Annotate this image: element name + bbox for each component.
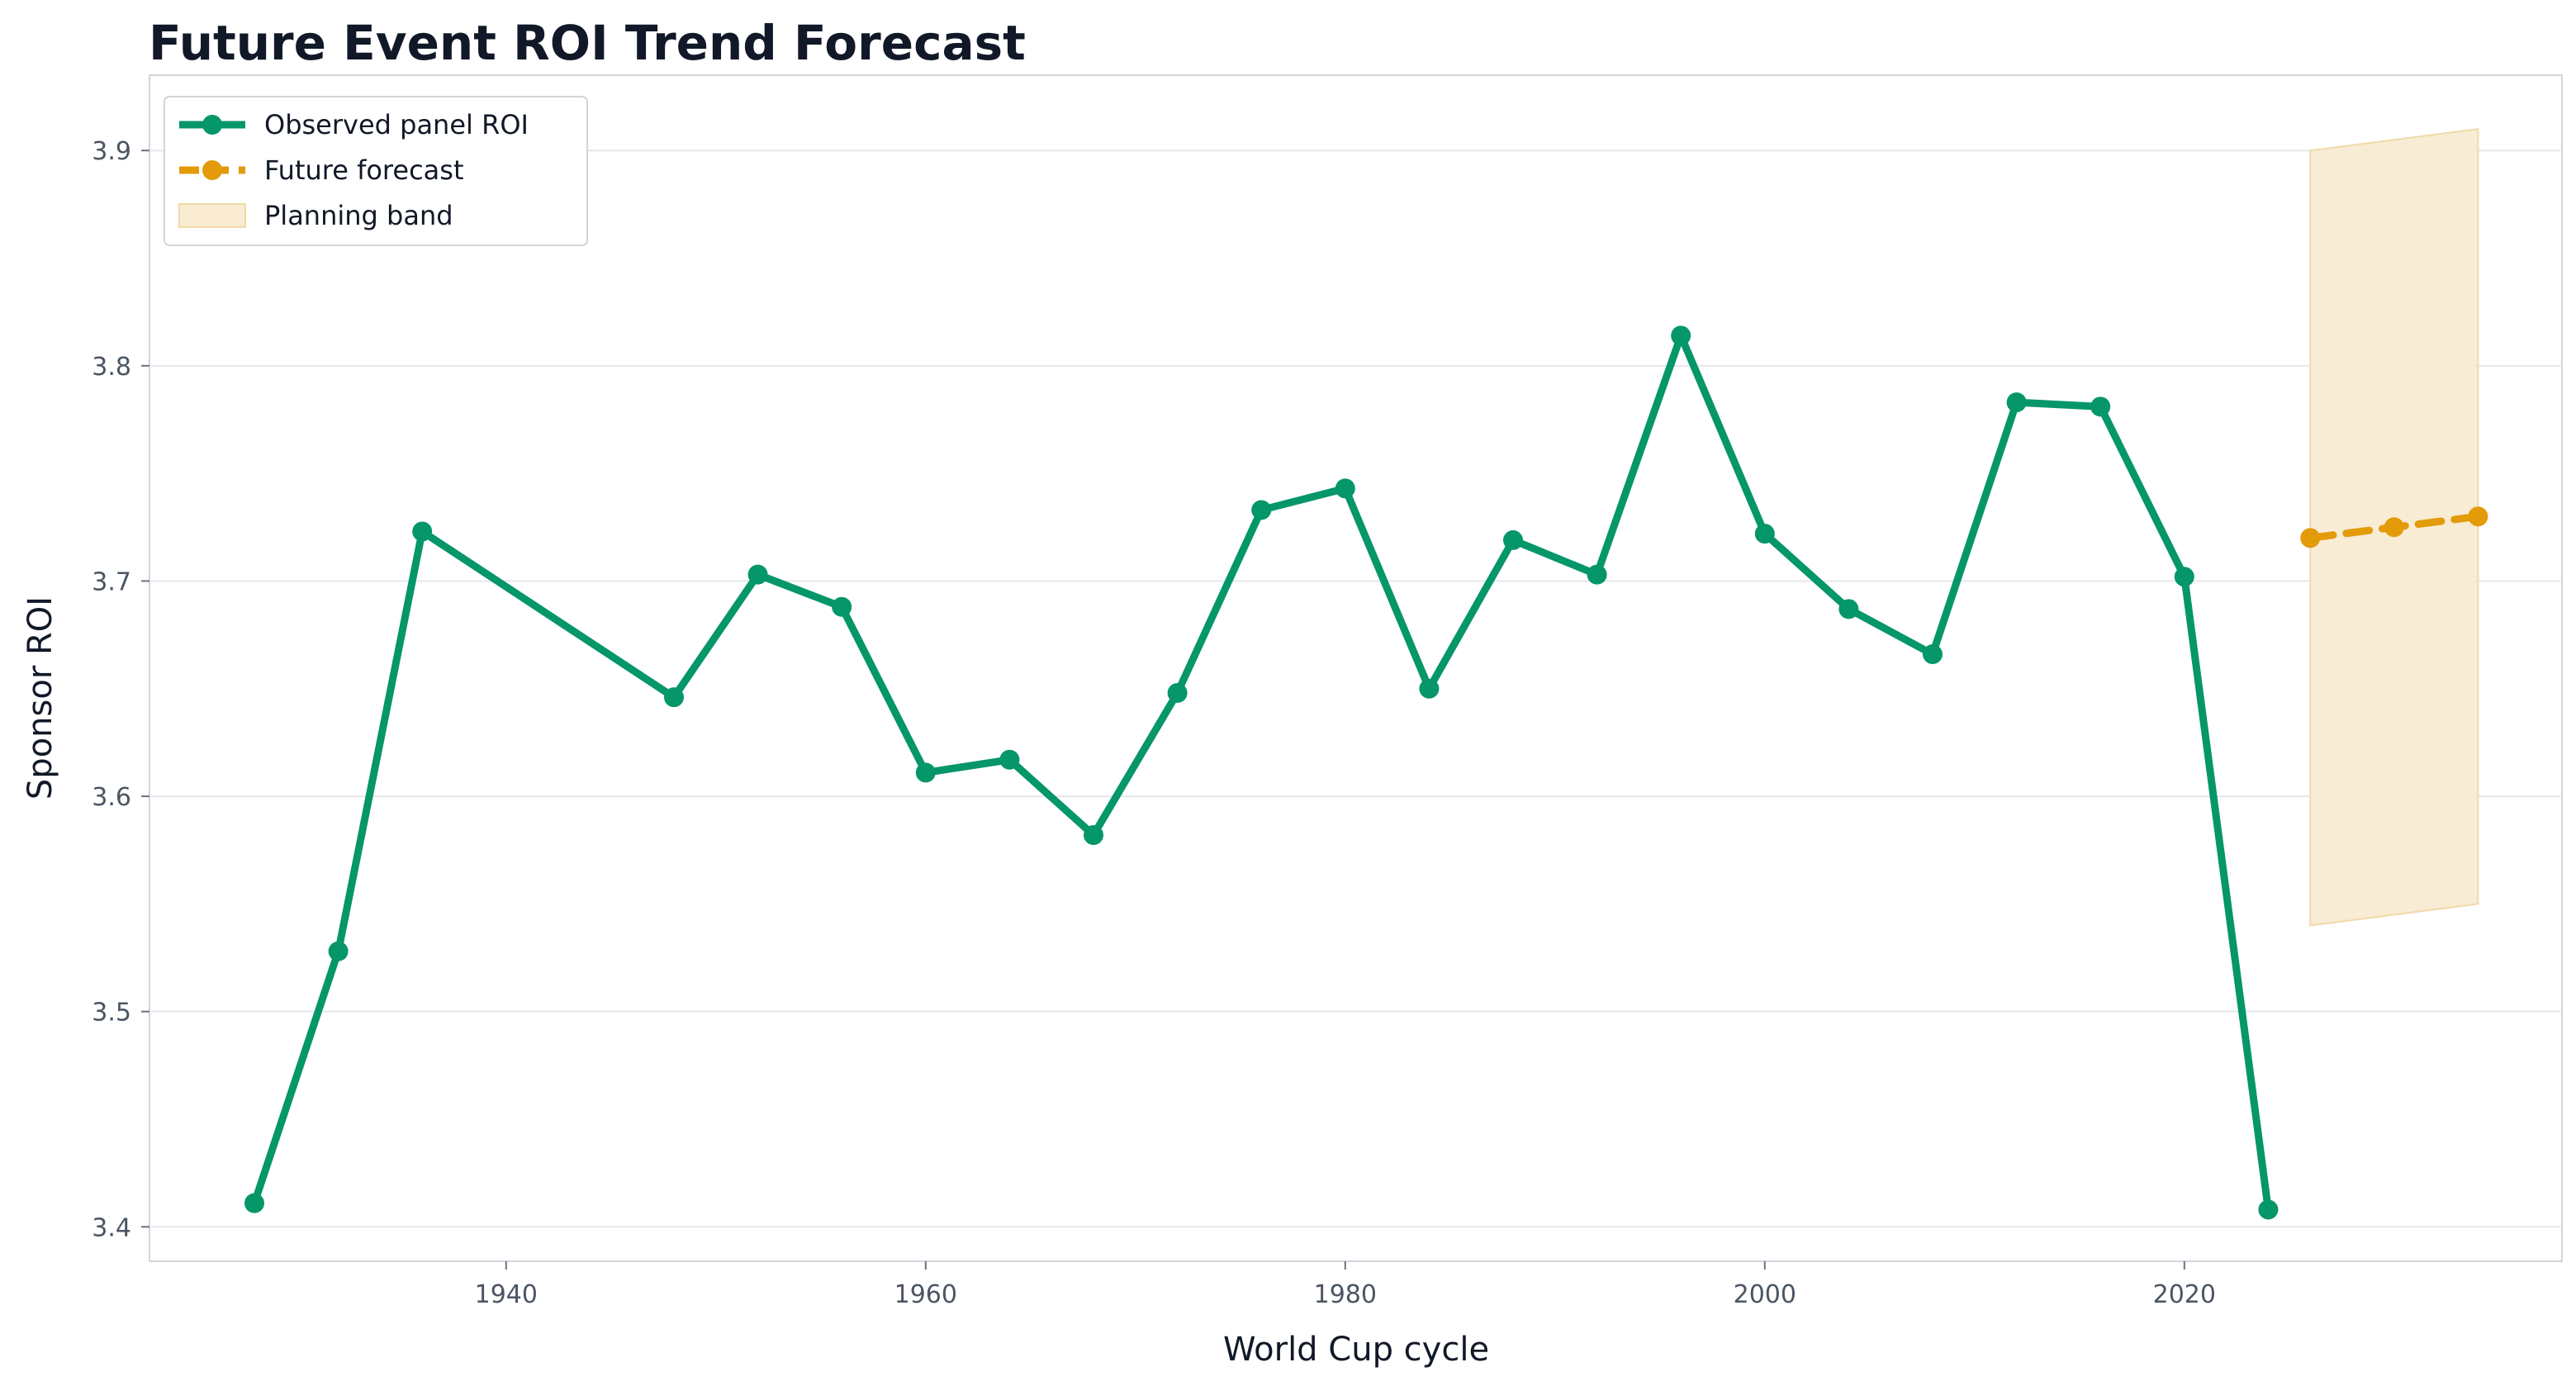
observed-roi-point <box>1671 325 1691 346</box>
observed-roi-point <box>1838 599 1859 619</box>
legend-swatch-band <box>178 203 246 228</box>
observed-roi-point <box>915 762 936 783</box>
observed-roi-point <box>1503 529 1523 550</box>
observed-roi-point <box>1335 478 1355 499</box>
forecast-point <box>2300 528 2321 548</box>
observed-roi-point <box>1084 824 1103 845</box>
grid-lines <box>149 150 2562 1228</box>
legend-swatch-marker <box>202 160 222 180</box>
y-tick-label: 3.5 <box>92 999 131 1028</box>
legend-box <box>164 96 588 246</box>
tick-labels: 3.4 3.5 3.6 3.7 3.8 3.9 1940 1960 1980 2000 2020 <box>92 137 2216 1309</box>
x-tick-label: 1960 <box>894 1280 957 1309</box>
observed-roi-point <box>1923 644 1943 665</box>
observed-roi-point <box>2006 392 2027 413</box>
y-axis-label: Sponsor ROI <box>21 596 59 800</box>
y-tick-label: 3.8 <box>92 353 131 382</box>
forecast-point <box>2384 517 2404 538</box>
observed-roi-point <box>2258 1199 2279 1220</box>
x-tick-label: 1980 <box>1314 1280 1377 1309</box>
y-tick-label: 3.7 <box>92 567 131 596</box>
chart-title: Future Event ROI Trend Forecast <box>149 15 1026 71</box>
observed-roi-point <box>1587 564 1607 585</box>
legend-label: Observed panel ROI <box>264 109 529 140</box>
observed-roi-point <box>999 749 1020 770</box>
x-tick-label: 1940 <box>475 1280 538 1309</box>
legend: Observed panel ROI Future forecast Plannin… <box>164 96 588 246</box>
observed-roi-point <box>1251 500 1272 520</box>
y-tick-label: 3.9 <box>92 137 131 166</box>
y-tick-label: 3.6 <box>92 783 131 812</box>
plot-area <box>149 74 2563 1262</box>
observed-roi-point <box>832 596 852 617</box>
x-tick-label: 2000 <box>1734 1280 1796 1309</box>
observed-roi-point <box>2090 396 2111 417</box>
series-layer <box>244 325 2488 1220</box>
observed-roi-point <box>747 564 768 585</box>
x-axis-label: World Cup cycle <box>1223 1331 1489 1369</box>
forecast-point <box>2468 506 2488 527</box>
observed-roi-point <box>1167 682 1188 703</box>
observed-roi-point <box>1419 678 1440 699</box>
observed-roi-point <box>244 1193 264 1213</box>
observed-roi-point <box>1754 524 1775 544</box>
observed-roi-point <box>412 521 433 542</box>
x-tick-label: 2020 <box>2153 1280 2216 1309</box>
y-tick-label: 3.4 <box>92 1213 131 1242</box>
legend-label: Future forecast <box>264 154 463 186</box>
legend-swatch-marker <box>202 115 222 135</box>
observed-roi-point <box>2174 567 2194 587</box>
observed-roi-point <box>664 687 684 708</box>
observed-roi-point <box>328 941 349 961</box>
legend-label: Planning band <box>264 200 453 231</box>
